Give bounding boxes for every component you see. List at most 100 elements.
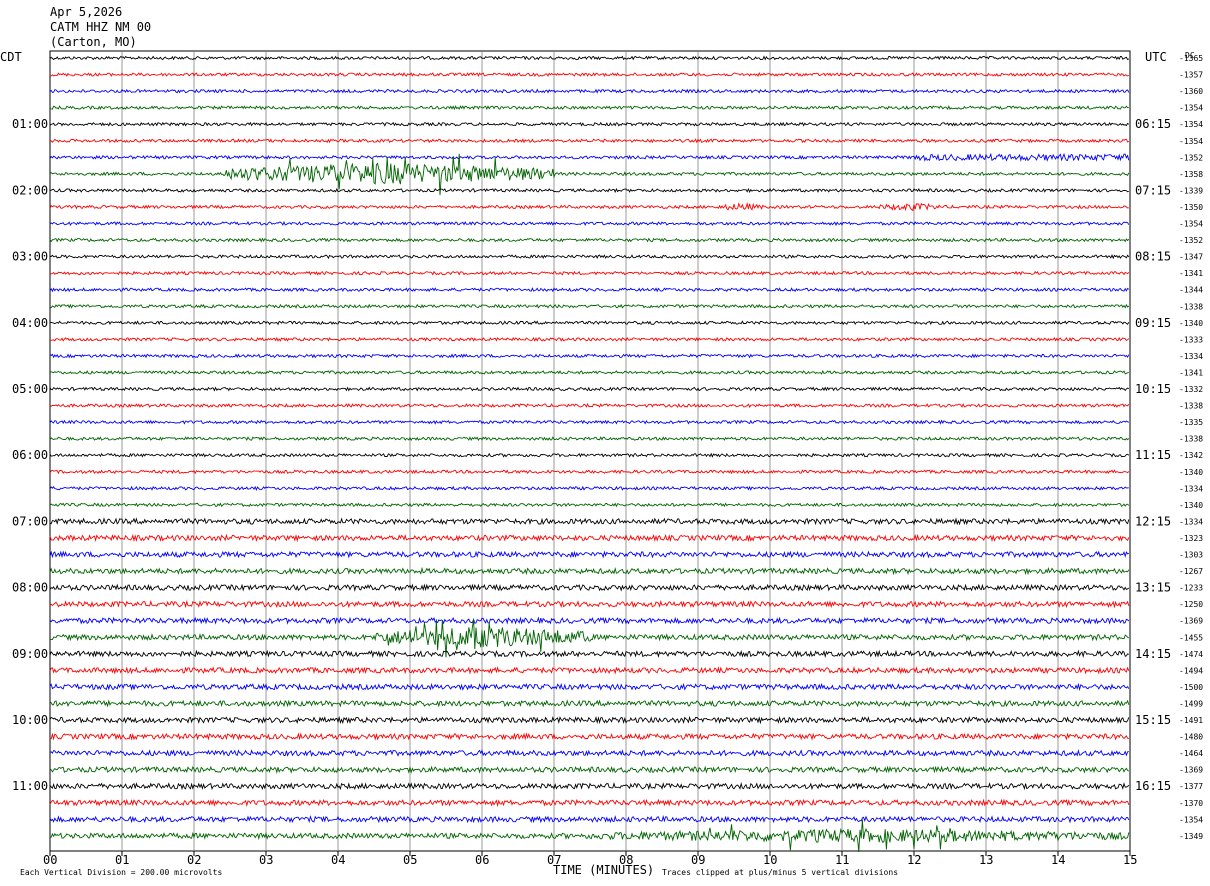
dc-offset-label: -1369 — [1179, 766, 1203, 775]
dc-offset-labels: -1365 -1357 -1360 -1354 -1354 -1354 -1352 -1358… — [1179, 54, 1203, 841]
trace-line — [49, 353, 1130, 359]
dc-offset-label: -1480 — [1179, 733, 1203, 742]
trace-line — [49, 287, 1130, 293]
trace-line — [49, 270, 1130, 276]
trace-line — [49, 616, 1130, 625]
trace-line — [49, 533, 1130, 543]
trace-line — [49, 517, 1130, 526]
trace-line — [49, 72, 1130, 78]
dc-offset-label: -1491 — [1179, 716, 1203, 725]
left-hour-label: 04:00 — [12, 316, 48, 330]
dc-offset-label: -1500 — [1179, 683, 1203, 692]
trace-line — [49, 550, 1130, 559]
dc-offset-label: -1340 — [1179, 468, 1203, 477]
trace-line — [49, 187, 1129, 194]
trace-line — [49, 436, 1130, 442]
left-hour-label: 09:00 — [12, 647, 48, 661]
dc-offset-label: -1360 — [1179, 87, 1203, 96]
left-hour-label: 01:00 — [12, 117, 48, 131]
trace-line — [49, 715, 1130, 725]
trace-line — [49, 320, 1130, 326]
trace-line — [49, 699, 1130, 708]
x-tick-label: 11 — [835, 853, 849, 867]
dc-offset-label: -1338 — [1179, 302, 1203, 311]
dc-offset-label: -1338 — [1179, 435, 1203, 444]
dc-offset-label: -1335 — [1179, 418, 1203, 427]
dc-offset-label: -1341 — [1179, 368, 1203, 377]
left-hour-label: 10:00 — [12, 713, 48, 727]
dc-offset-label: -1334 — [1179, 352, 1203, 361]
left-hour-label: 08:00 — [12, 581, 48, 595]
x-tick-label: 10 — [763, 853, 777, 867]
right-hour-label: 07:15 — [1135, 183, 1171, 197]
dc-offset-label: -1377 — [1179, 782, 1203, 791]
dc-offset-label: -1340 — [1179, 501, 1203, 510]
trace-line — [49, 336, 1130, 342]
dc-offset-label: -1494 — [1179, 666, 1203, 675]
trace-line — [49, 600, 1130, 609]
trace-line — [49, 502, 1130, 508]
trace-line — [49, 781, 1130, 791]
trace-line — [49, 583, 1130, 592]
trace-line — [49, 153, 1130, 196]
trace-line — [49, 749, 1129, 758]
dc-offset-label: -1347 — [1179, 253, 1203, 262]
right-hour-label: 13:15 — [1135, 581, 1171, 595]
right-hour-label: 06:15 — [1135, 117, 1171, 131]
trace-line — [49, 220, 1130, 227]
x-tick-label: 15 — [1123, 853, 1137, 867]
x-tick-label: 08 — [619, 853, 633, 867]
trace-line — [49, 202, 1129, 212]
trace-line — [49, 566, 1130, 576]
dc-offset-label: -1365 — [1179, 54, 1203, 63]
x-tick-label: 06 — [475, 853, 489, 867]
x-tick-label: 04 — [331, 853, 345, 867]
left-hour-label: 11:00 — [12, 779, 48, 793]
right-hour-label: 08:15 — [1135, 250, 1171, 264]
trace-line — [49, 452, 1130, 458]
header-date: Apr 5,2026 — [50, 5, 122, 19]
right-hour-label: 14:15 — [1135, 647, 1171, 661]
dc-offset-label: -1370 — [1179, 799, 1203, 808]
dc-offset-label: -1339 — [1179, 186, 1203, 195]
dc-offset-label: -1354 — [1179, 815, 1203, 824]
trace-line — [49, 666, 1130, 675]
trace-group — [49, 55, 1130, 853]
trace-line — [49, 682, 1130, 692]
trace-line — [49, 152, 1130, 162]
dc-offset-label: -1333 — [1179, 335, 1203, 344]
scale-note: Each Vertical Division = 200.00 microvol… — [20, 868, 222, 877]
dc-offset-label: -1352 — [1179, 236, 1203, 245]
dc-offset-label: -1341 — [1179, 269, 1203, 278]
trace-line — [49, 765, 1130, 774]
right-hour-label: 15:15 — [1135, 713, 1171, 727]
trace-line — [49, 619, 1130, 658]
trace-line — [49, 55, 1130, 61]
dc-offset-label: -1303 — [1179, 551, 1203, 560]
dc-offset-label: -1499 — [1179, 699, 1203, 708]
dc-offset-label: -1342 — [1179, 451, 1203, 460]
right-hour-label: 09:15 — [1135, 316, 1171, 330]
dc-offset-label: -1464 — [1179, 749, 1203, 758]
dc-offset-label: -1338 — [1179, 402, 1203, 411]
trace-line — [49, 88, 1130, 94]
trace-line — [49, 369, 1129, 375]
right-hour-label: 11:15 — [1135, 448, 1171, 462]
grid-lines — [49, 50, 1131, 852]
left-timezone-label: CDT — [0, 50, 22, 64]
x-tick-label: 01 — [115, 853, 129, 867]
dc-offset-label: -1344 — [1179, 286, 1203, 295]
x-tick-label: 09 — [691, 853, 705, 867]
right-hour-label: 10:15 — [1135, 382, 1171, 396]
trace-line — [49, 303, 1130, 309]
dc-offset-label: -1352 — [1179, 153, 1203, 162]
dc-offset-label: -1350 — [1179, 203, 1203, 212]
dc-offset-label: -1340 — [1179, 319, 1203, 328]
left-hour-label: 07:00 — [12, 514, 48, 528]
dc-offset-label: -1354 — [1179, 137, 1203, 146]
dc-offset-label: -1267 — [1179, 567, 1203, 576]
trace-line — [49, 419, 1129, 425]
x-tick-label: 07 — [547, 853, 561, 867]
trace-line — [49, 121, 1130, 127]
header-location: (Carton, MO) — [50, 35, 137, 49]
